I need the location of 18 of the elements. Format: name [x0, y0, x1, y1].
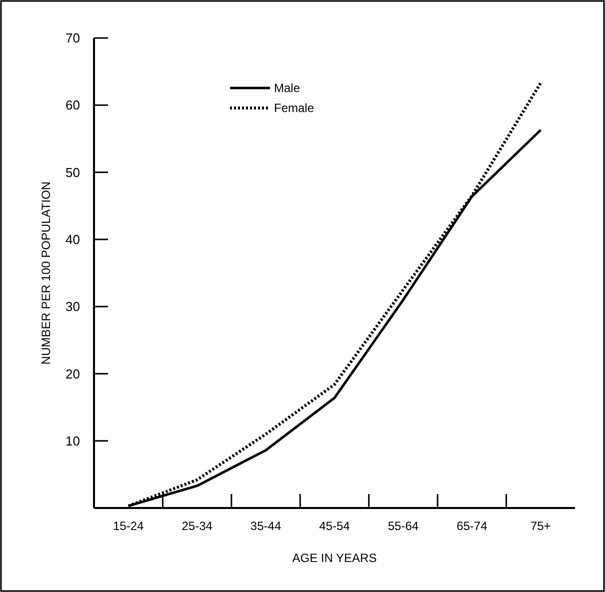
- y-tick-label: 50: [66, 164, 80, 180]
- x-tick-label: 55-64: [388, 519, 419, 533]
- y-tick-label: 30: [66, 299, 80, 314]
- y-tick-label: 70: [66, 30, 80, 46]
- x-tick-label: 45-54: [319, 519, 350, 533]
- y-tick-label: 60: [66, 98, 80, 113]
- y-tick-label: 20: [66, 366, 80, 382]
- x-tick-label: 65-74: [456, 519, 488, 533]
- x-tick-label: 35-44: [250, 519, 282, 533]
- x-axis-title: AGE IN YEARS: [292, 551, 377, 565]
- x-tick-label: 25-34: [182, 519, 213, 533]
- y-tick-label: 10: [66, 433, 80, 448]
- legend-label: Male: [274, 81, 300, 96]
- x-tick-label: 75+: [530, 519, 551, 533]
- y-tick-label: 40: [66, 232, 80, 247]
- x-tick-label: 15-24: [113, 519, 144, 533]
- y-axis-title: NUMBER PER 100 POPULATION: [39, 181, 53, 365]
- legend-label: Female: [274, 101, 314, 116]
